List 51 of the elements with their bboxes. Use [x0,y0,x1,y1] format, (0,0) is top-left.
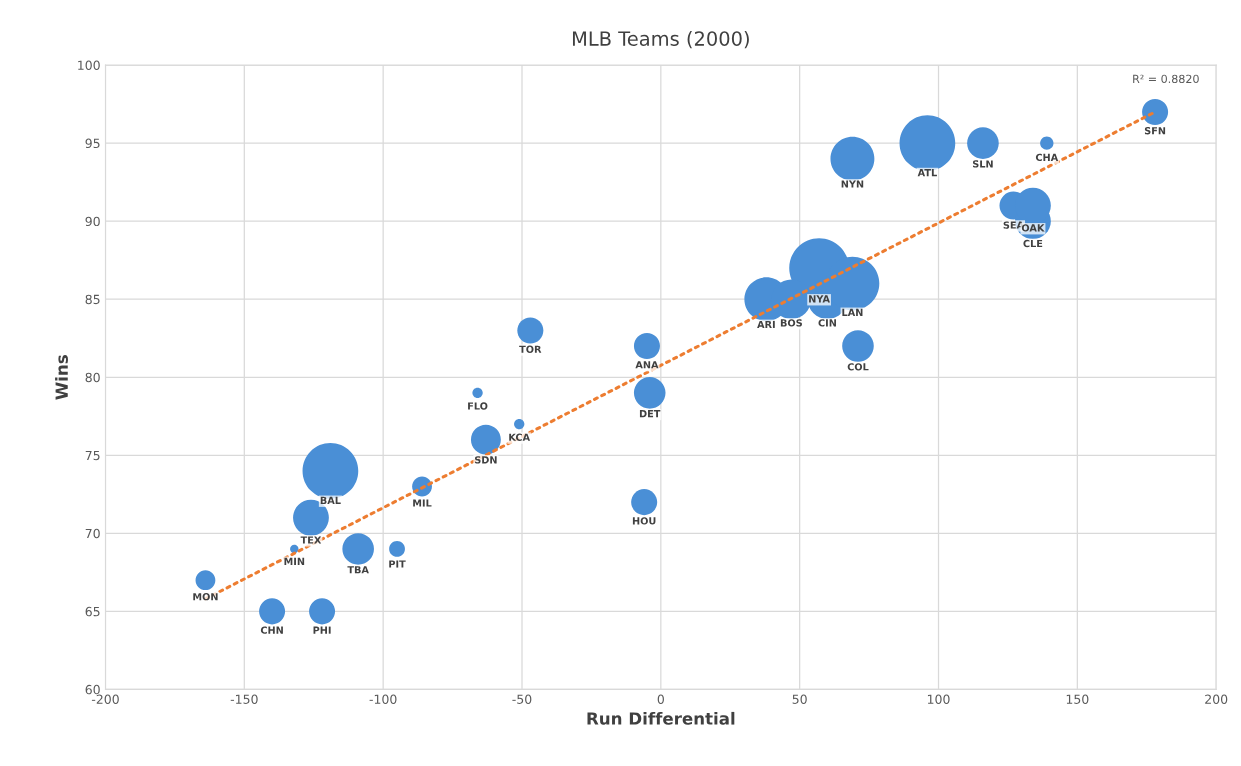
annotation: DET [639,410,661,418]
y-tick-label: 60 [85,684,100,695]
annotation: KCA [509,433,531,441]
annotation: SDN [474,456,497,464]
annotation: MIN [284,557,305,565]
annotation: PHI [313,626,331,634]
annotation: ANA [635,361,659,369]
x-tick-label: 50 [792,694,807,704]
annotation: BAL [320,496,341,504]
x-tick-label: 0 [657,694,664,704]
annotation: CIN [818,319,836,327]
annotation: LAN [842,308,863,316]
y-tick-label: 85 [85,294,100,305]
annotation: ATL [917,169,937,177]
annotation: SEA [1003,221,1025,229]
annotation: NYN [841,180,864,188]
annotation: NYA [809,295,830,303]
x-tick-label: -150 [230,694,258,704]
annotation: ARI [757,320,775,328]
annotation: CLE [1023,239,1043,248]
x-axis-title: Run Differential [587,711,735,725]
annotation: BOS [780,319,802,327]
y-axis-title: Wins [55,355,68,400]
annotation: SLN [972,160,993,168]
annotation: CHA [1035,153,1059,162]
y-tick-label: 65 [85,606,100,617]
annotation: TEX [300,536,322,544]
y-tick-label: 70 [85,528,100,539]
y-tick-label: 90 [85,216,100,227]
annotation: OAK [1021,224,1045,232]
y-tick-label: 95 [85,138,100,149]
x-tick-label: -200 [91,694,119,704]
y-tick-label: 80 [85,372,100,383]
x-tick-label: 100 [927,694,950,704]
annotation: SFN [1144,127,1166,135]
x-tick-label: 150 [1066,694,1089,704]
annotation: MIL [413,499,432,507]
annotation: TOR [519,345,542,353]
annotation: CHN [260,626,283,634]
annotation: COL [847,363,869,371]
annotation: PIT [389,560,406,568]
annotation: HOU [632,517,656,525]
x-tick-label: -100 [369,694,397,704]
annotation: FLO [468,402,488,410]
y-tick-label: 100 [78,60,100,71]
y-tick-label: 75 [85,450,100,461]
chart-title: MLB Teams (2000) [573,30,749,49]
annotation: TBA [347,566,369,574]
x-tick-label: -50 [512,694,532,704]
annotation: R² = 0.8820 [1133,74,1199,84]
x-tick-label: 200 [1205,694,1228,704]
